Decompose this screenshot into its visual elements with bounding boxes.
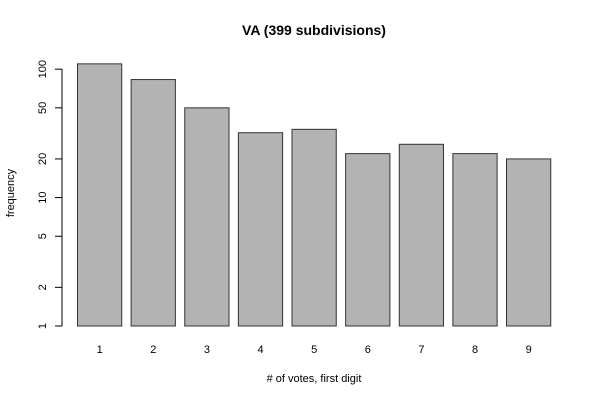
y-tick-label: 50 bbox=[37, 102, 49, 114]
y-tick-label: 10 bbox=[37, 191, 49, 203]
bar-8 bbox=[452, 153, 498, 327]
y-axis: 1 2 5 10 20 50 100 bbox=[37, 60, 63, 329]
bars bbox=[77, 63, 552, 327]
x-axis-label: # of votes, first digit bbox=[267, 373, 362, 385]
chart-title: VA (399 subdivisions) bbox=[242, 22, 386, 38]
bar-5 bbox=[291, 128, 337, 327]
bar-4 bbox=[237, 132, 284, 327]
x-tick-label: 8 bbox=[472, 344, 478, 356]
bar-9 bbox=[506, 158, 552, 327]
bar-3 bbox=[184, 107, 230, 327]
x-tick-label: 2 bbox=[150, 344, 156, 356]
x-tick-label: 6 bbox=[365, 344, 371, 356]
y-tick-label: 100 bbox=[37, 60, 49, 78]
x-tick-label: 7 bbox=[418, 344, 424, 356]
x-tick-label: 3 bbox=[204, 344, 210, 356]
x-tick-label: 4 bbox=[257, 344, 263, 356]
y-tick-label: 1 bbox=[37, 323, 49, 329]
bar-2 bbox=[130, 79, 176, 327]
bar-1 bbox=[77, 63, 123, 327]
x-tick-label: 1 bbox=[97, 344, 103, 356]
y-tick-label: 5 bbox=[37, 233, 49, 239]
bar-6 bbox=[345, 153, 391, 327]
bar-7 bbox=[398, 143, 444, 327]
y-axis-label: frequency bbox=[5, 168, 17, 217]
y-tick-label: 2 bbox=[37, 284, 49, 290]
y-tick-label: 20 bbox=[37, 153, 49, 165]
x-tick-label: 5 bbox=[311, 344, 317, 356]
x-tick-labels: 1 2 3 4 5 6 7 8 9 bbox=[97, 344, 532, 356]
x-tick-label: 9 bbox=[526, 344, 532, 356]
